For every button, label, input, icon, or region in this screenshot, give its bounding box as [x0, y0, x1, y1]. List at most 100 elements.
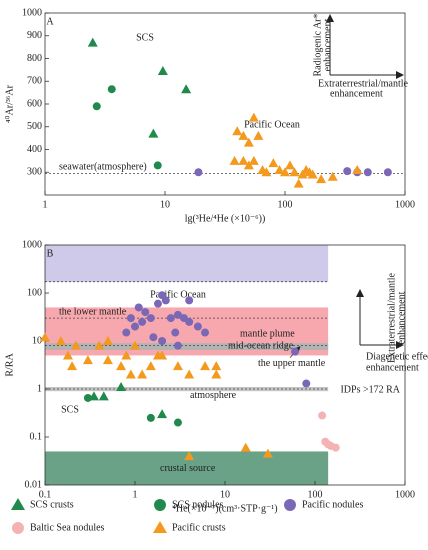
legend-swatch [284, 499, 296, 511]
point [243, 137, 254, 147]
point [289, 167, 300, 177]
point [240, 442, 251, 452]
point [331, 443, 340, 452]
point [316, 174, 327, 184]
annotation: Pacific Ocean [244, 119, 300, 130]
region [45, 343, 329, 350]
y-tick-label: 300 [27, 167, 42, 178]
legend-swatch [153, 521, 167, 533]
point [83, 393, 92, 402]
reference-label: seawater(atmosphere) [59, 162, 147, 173]
y-tick-label: 1 [37, 383, 42, 394]
point [172, 361, 183, 371]
point [383, 168, 392, 177]
x-tick-label: 10 [160, 199, 170, 210]
point [157, 66, 168, 76]
point [87, 37, 98, 47]
point [243, 160, 254, 170]
y-tick-label: 100 [27, 287, 42, 298]
point [157, 350, 168, 360]
x-axis-label: ⁴He(×10⁻⁷)(cm³·STP·g⁻¹) [172, 503, 277, 514]
point [62, 350, 73, 360]
point [138, 317, 147, 326]
point [55, 336, 66, 345]
x-tick-label: 1000 [395, 199, 415, 210]
point [116, 361, 127, 371]
region-label: crustal source [160, 463, 216, 474]
legend-swatch [12, 522, 24, 534]
point [70, 340, 81, 350]
point [121, 350, 132, 360]
x-tick-label: 100 [278, 199, 293, 210]
point [146, 413, 155, 422]
point [200, 361, 211, 371]
point [94, 340, 105, 350]
region-label: IDPs >172 RA [340, 384, 400, 395]
point [293, 178, 304, 188]
reference-label: the upper mantle [258, 358, 326, 369]
point [307, 169, 318, 179]
point [248, 112, 259, 122]
point [185, 296, 194, 305]
y-tick-label: 600 [27, 98, 42, 109]
point [125, 369, 136, 379]
legend-label: SCS crusts [30, 499, 74, 510]
point [280, 167, 290, 177]
point [211, 369, 222, 379]
x-tick-label: 10 [220, 489, 230, 500]
point [363, 168, 372, 177]
point [148, 128, 159, 138]
point [229, 155, 240, 165]
point [211, 361, 222, 371]
point [126, 314, 135, 323]
region-label: mid-ocean ridge [228, 341, 294, 352]
point [146, 314, 155, 323]
y-tick-label: 900 [27, 30, 42, 41]
point [161, 296, 170, 305]
point [268, 158, 279, 168]
y-tick-label: 0.01 [25, 479, 43, 490]
annotation: SCS [136, 32, 154, 43]
point [131, 322, 139, 331]
y-axis-label: R/RA [4, 353, 15, 377]
point [98, 391, 109, 401]
point [327, 171, 338, 181]
annotation: enhancement [330, 88, 383, 99]
point [181, 84, 192, 94]
annotation: Diagenetic effects [366, 351, 428, 362]
annotation: enhancement [366, 362, 419, 373]
legend-label: SCS nodules [172, 499, 224, 510]
legend-label: Pacific nodules [302, 499, 363, 510]
point [137, 369, 148, 379]
y-tick-label: 0.1 [30, 431, 43, 442]
point [171, 328, 180, 337]
y-tick-label: 10 [32, 335, 42, 346]
point [82, 355, 93, 365]
point [343, 167, 352, 176]
point [130, 340, 140, 350]
point [274, 164, 285, 174]
point [284, 160, 295, 170]
point [107, 85, 116, 94]
point [184, 369, 195, 379]
point [158, 337, 167, 345]
point [173, 310, 182, 319]
point [141, 308, 150, 317]
x-tick-label: 1 [43, 199, 48, 210]
point [297, 169, 308, 179]
x-tick-label: 1 [133, 489, 138, 500]
x-tick-label: 0.1 [39, 489, 52, 500]
point [302, 379, 311, 388]
x-tick-label: 1000 [395, 489, 415, 500]
annotation: B [47, 248, 54, 259]
point [238, 155, 249, 165]
point [291, 347, 300, 356]
point [262, 448, 273, 458]
point [166, 314, 175, 323]
point [201, 328, 210, 337]
point [193, 322, 202, 331]
point [40, 332, 50, 342]
point [194, 168, 203, 177]
y-tick-label: 500 [27, 121, 42, 132]
